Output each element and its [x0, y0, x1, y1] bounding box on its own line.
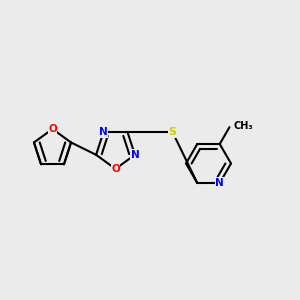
- Text: N: N: [99, 127, 108, 137]
- Text: N: N: [215, 178, 224, 188]
- Text: O: O: [111, 164, 120, 174]
- Text: N: N: [130, 150, 139, 160]
- Text: CH₃: CH₃: [233, 121, 253, 130]
- Text: S: S: [169, 127, 176, 137]
- Text: O: O: [48, 124, 57, 134]
